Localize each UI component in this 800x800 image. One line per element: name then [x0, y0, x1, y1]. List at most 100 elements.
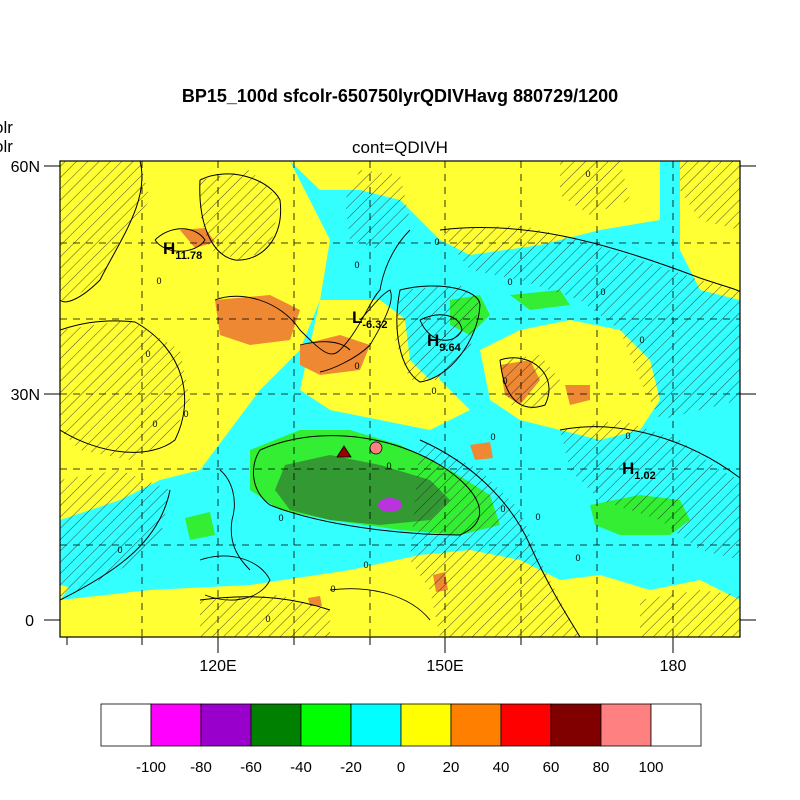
colorbar-label-5: 0	[397, 759, 405, 776]
colorbar-box-9	[550, 703, 602, 747]
field-yellow-east	[480, 320, 660, 440]
contour-label-16: 0	[386, 461, 391, 471]
contour-7	[559, 426, 740, 479]
field-yellow-center	[300, 300, 470, 430]
contour-label-1: 0	[585, 169, 590, 179]
coast-japan	[319, 289, 392, 373]
colorbar-label-4: -20	[340, 759, 362, 776]
coast-philippines	[219, 469, 251, 571]
colorbar-label-2: -60	[240, 759, 262, 776]
contour-1	[60, 161, 143, 303]
shaded-field: 0 0 0 0 0 0 0 0 0 0 0 0 0 0 0 0 0 0 0 0 …	[60, 161, 740, 637]
contour-label-13: 0	[152, 419, 157, 429]
colorbar-box-0	[100, 703, 152, 747]
colorbar: -100 -80 -60 -40 -20 0 20 40 60 80 100	[100, 703, 702, 776]
contour-8	[499, 357, 550, 408]
axis-labels: 60N 30N 0 120E 150E 180	[11, 159, 687, 675]
contour-label-24: 0	[265, 614, 270, 624]
coast-asia	[214, 229, 411, 355]
contour-labels: 0 0 0 0 0 0 0 0 0 0 0 0 0 0 0 0 0 0 0 0 …	[117, 169, 644, 624]
contour-label-9: 0	[354, 361, 359, 371]
hatch-9	[60, 470, 170, 600]
extrema-labels: H11.78 L-6.32 H9.64 H1.02	[163, 239, 656, 482]
colorbar-box-2	[200, 703, 252, 747]
coast-korea	[299, 341, 351, 351]
contour-label-23: 0	[330, 584, 335, 594]
clipped-label-1: olr	[0, 118, 13, 137]
hatch-11	[560, 420, 740, 560]
contour-10	[60, 489, 171, 601]
colorbar-label-9: 80	[593, 759, 610, 776]
contour-label-4: 0	[156, 276, 161, 286]
contour-13	[419, 314, 463, 341]
contour-9	[252, 435, 481, 536]
colorbar-box-4	[300, 703, 352, 747]
clipped-label-2: olr	[0, 137, 13, 156]
contour-label-8: 0	[639, 335, 644, 345]
colorbar-box-6	[400, 703, 452, 747]
colorbar-box-3	[250, 703, 302, 747]
low-marker-1: L-6.32	[352, 308, 387, 331]
colorbar-label-8: 60	[543, 759, 560, 776]
hatch-2	[200, 170, 280, 260]
contour-label-21: 0	[363, 560, 368, 570]
xlabel-150e: 150E	[426, 658, 463, 675]
contour-field-label: cont=QDIVH	[352, 138, 448, 157]
field-orange-6	[470, 442, 493, 460]
contour-label-15: 0	[625, 431, 630, 441]
colorbar-label-0: -100	[136, 759, 166, 776]
plot-border	[59, 160, 741, 638]
triangle-marker	[336, 445, 352, 458]
colorbar-box-10	[600, 703, 652, 747]
contour-12	[154, 228, 206, 252]
ylabel-30n: 30N	[11, 387, 40, 404]
contour-label-3: 0	[354, 260, 359, 270]
contour-label-10: 0	[502, 376, 507, 386]
high-marker-3: H1.02	[622, 459, 656, 482]
circle-marker	[369, 441, 383, 455]
contour-label-2: 0	[434, 237, 439, 247]
hatch-13	[200, 595, 330, 637]
field-green-west	[185, 512, 215, 540]
contour-lines	[60, 161, 740, 637]
contour-label-12: 0	[183, 409, 188, 419]
field-darkgreen	[275, 455, 450, 525]
map-title: BP15_100d sfcolr-650750lyrQDIVHavg 88072…	[181, 86, 619, 106]
hatch-7	[680, 161, 740, 230]
gridlines	[60, 161, 740, 637]
xlabel-120e: 120E	[199, 658, 236, 675]
contour-11	[199, 596, 331, 611]
colorbar-label-1: -80	[190, 759, 212, 776]
hatch-1	[60, 161, 150, 300]
field-purple	[378, 498, 402, 512]
contour-label-20: 0	[117, 545, 122, 555]
contour-label-18: 0	[535, 512, 540, 522]
colorbar-label-7: 40	[493, 759, 510, 776]
ylabel-0: 0	[25, 613, 34, 630]
contour-label-6: 0	[600, 287, 605, 297]
ylabel-60n: 60N	[11, 159, 40, 176]
field-orange-1	[215, 295, 300, 345]
contour-label-14: 0	[490, 432, 495, 442]
hatch-12	[500, 355, 560, 410]
contour-5	[60, 320, 186, 453]
coastlines	[199, 229, 431, 621]
colorbar-label-10: 100	[638, 759, 663, 776]
hatch-4	[395, 285, 480, 380]
field-orange-5	[565, 385, 590, 405]
field-green-ne	[510, 290, 570, 310]
hatch-8	[60, 320, 190, 460]
hatch-10	[410, 440, 580, 637]
hatched-regions	[60, 161, 740, 637]
hatch-6	[560, 161, 630, 215]
colorbar-box-1	[150, 703, 202, 747]
hatch-14	[640, 590, 740, 637]
high-marker-1: H11.78	[163, 239, 202, 262]
coast-newguinea	[329, 588, 431, 621]
colorbar-label-3: -40	[290, 759, 312, 776]
contour-label-19: 0	[278, 513, 283, 523]
colorbar-box-11	[650, 703, 702, 747]
hatch-3	[345, 170, 410, 250]
coast-borneo	[199, 555, 271, 601]
